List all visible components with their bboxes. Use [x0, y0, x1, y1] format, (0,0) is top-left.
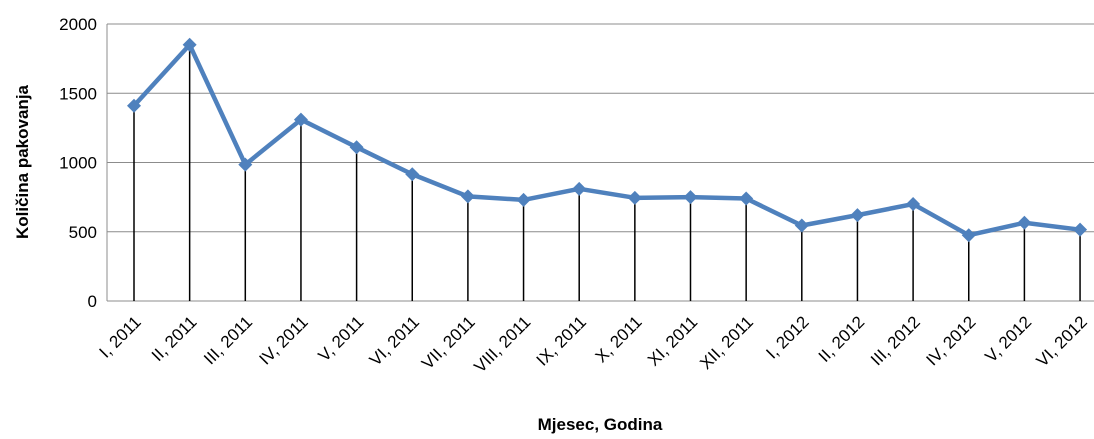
marker	[127, 98, 141, 113]
x-tick-label: X, 2011	[592, 312, 646, 366]
series-line	[132, 42, 1081, 238]
x-tick-label: II, 2012	[815, 312, 869, 366]
x-tick-label: III, 2012	[867, 312, 924, 369]
x-tick-label: V, 2012	[981, 312, 1035, 366]
x-tick-label: XII, 2011	[696, 312, 757, 373]
y-tick-label: 500	[69, 223, 97, 242]
x-tick-label: I, 2011	[96, 312, 145, 361]
marker	[794, 218, 809, 233]
x-tick-label: IV, 2011	[256, 312, 312, 368]
marker	[182, 37, 197, 52]
marker	[1073, 222, 1088, 237]
x-tick-label: I, 2012	[762, 312, 812, 362]
marker	[572, 181, 587, 196]
x-tick-label: VI, 2012	[1033, 312, 1091, 370]
marker	[349, 140, 364, 155]
y-axis-title: Količina pakovanja	[13, 84, 32, 239]
x-tick-label: III, 2011	[200, 312, 256, 368]
x-tick-label: IV, 2012	[922, 312, 979, 369]
marker	[1017, 215, 1032, 230]
marker	[961, 228, 976, 243]
marker	[516, 192, 531, 207]
marker	[460, 189, 475, 204]
x-tick-label: VIII, 2011	[470, 312, 534, 376]
x-tick-label: VII, 2011	[418, 312, 479, 373]
y-tick-label: 0	[88, 292, 97, 311]
marker	[627, 190, 642, 205]
x-tick-label: V, 2011	[315, 312, 368, 365]
marker	[739, 191, 754, 206]
x-tick-label: IX, 2011	[533, 312, 590, 369]
x-axis-title: Mjesec, Godina	[538, 415, 663, 434]
marker	[683, 190, 698, 205]
y-tick-label: 1500	[59, 84, 97, 103]
marker	[238, 157, 253, 172]
marker	[405, 167, 420, 182]
marker	[906, 197, 921, 212]
marker	[293, 112, 308, 127]
x-tick-label: II, 2011	[148, 312, 201, 365]
marker	[850, 208, 865, 223]
y-tick-label: 1000	[59, 154, 97, 173]
y-tick-label: 2000	[59, 15, 97, 34]
x-tick-label: XI, 2011	[644, 312, 701, 369]
x-tick-label: VI, 2011	[366, 312, 423, 369]
